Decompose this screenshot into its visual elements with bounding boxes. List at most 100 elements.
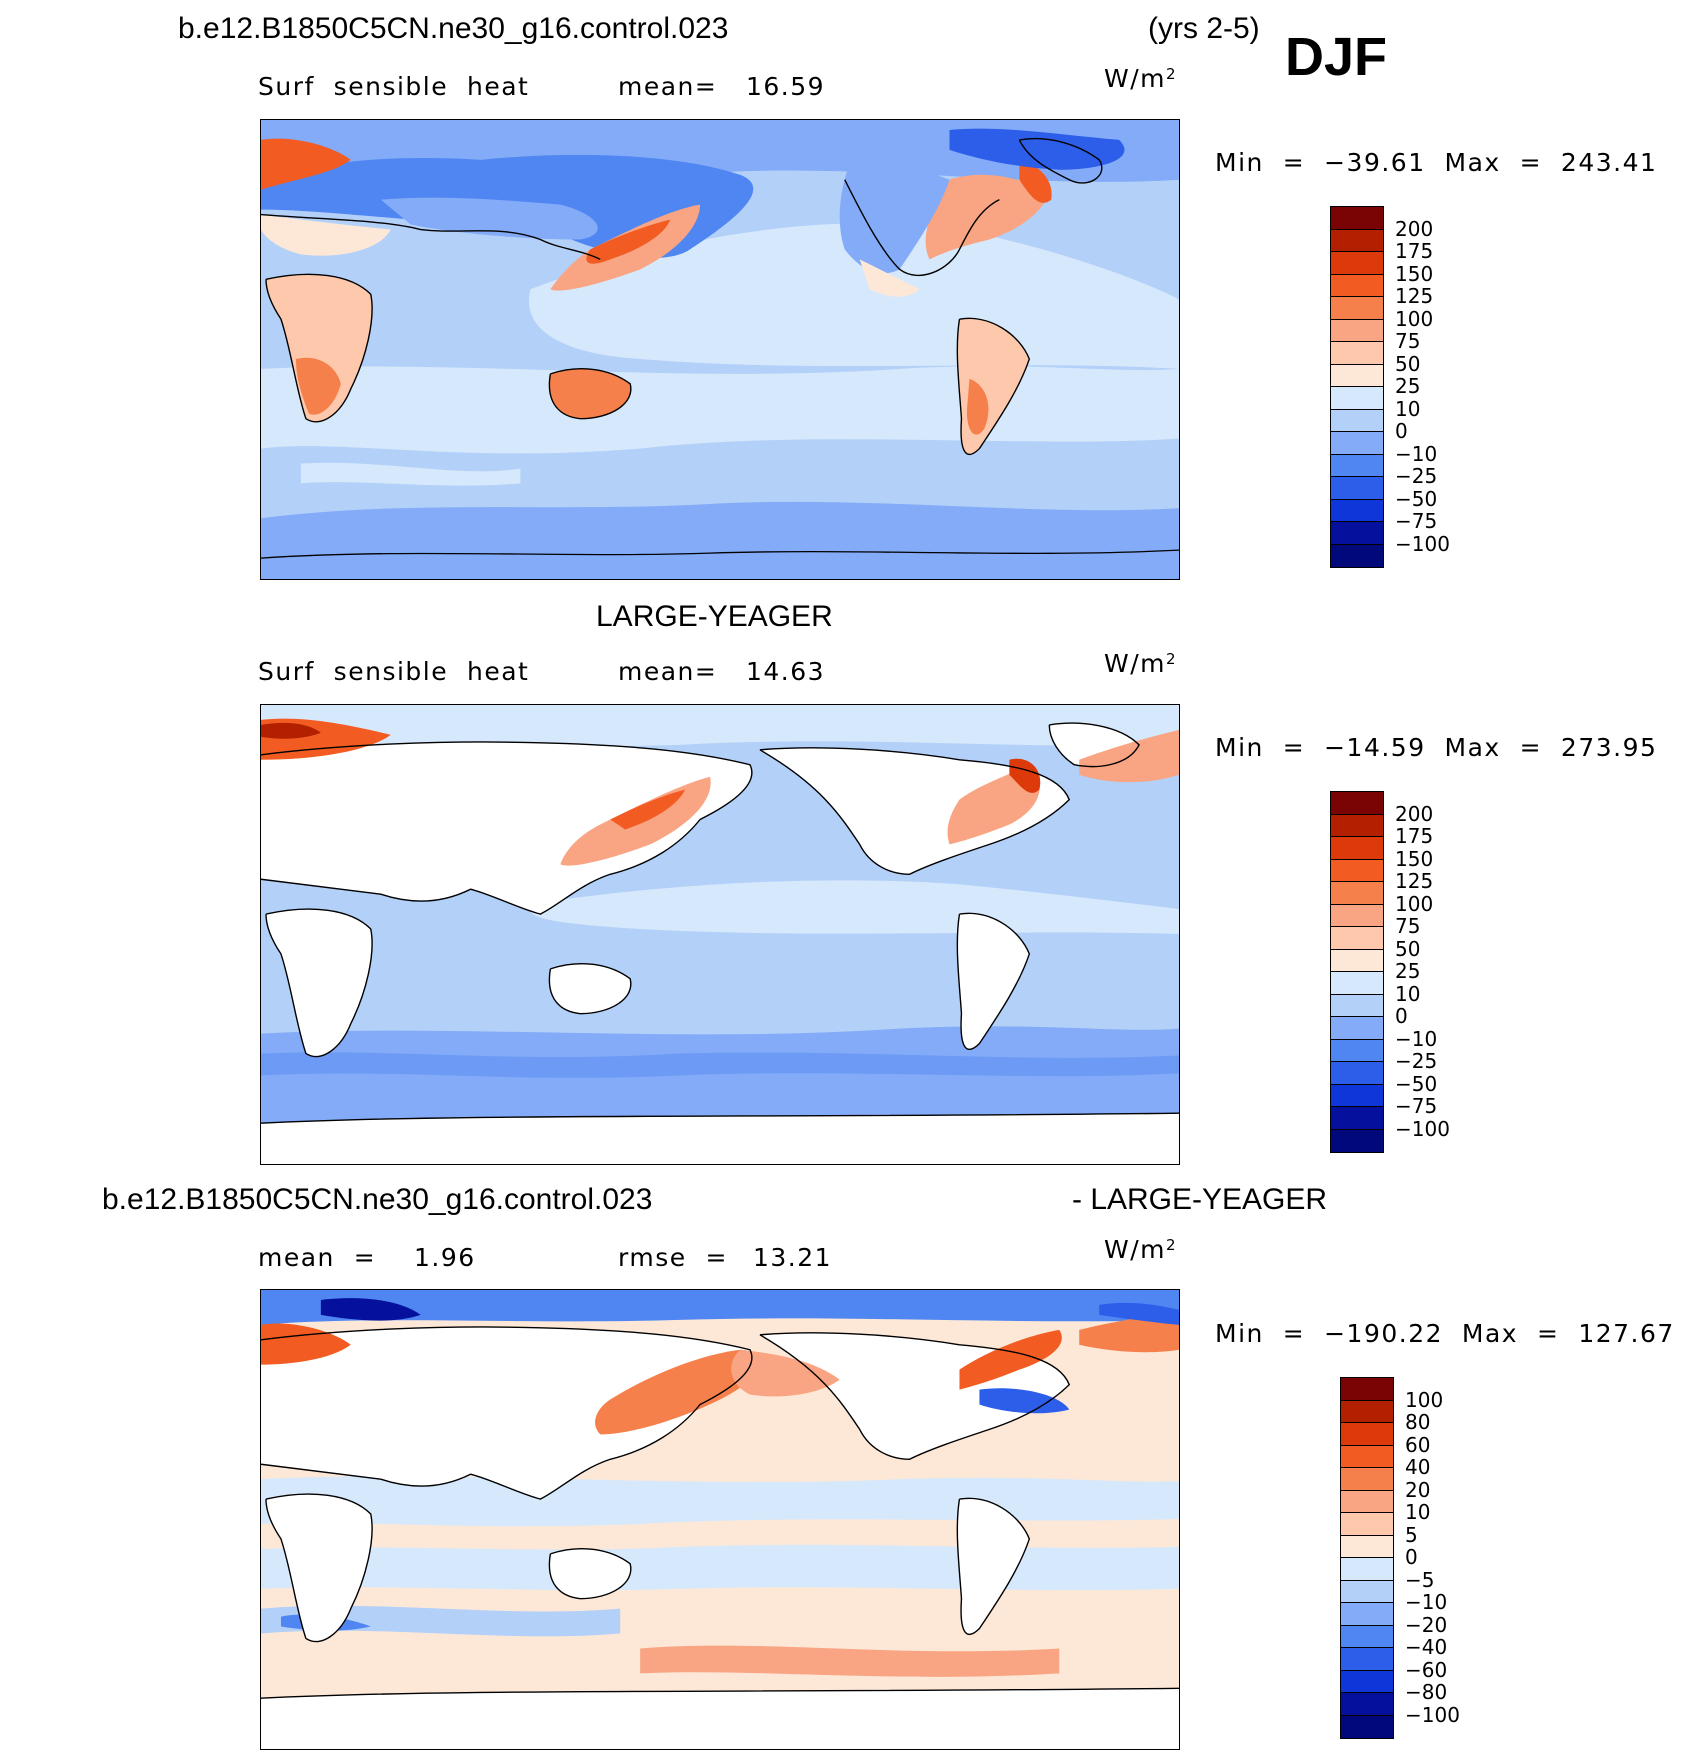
- colorbar-label: 0: [1405, 1545, 1418, 1569]
- colorbar-swatch: [1331, 882, 1383, 905]
- colorbar-label: 150: [1395, 261, 1434, 286]
- panel2-map: [260, 704, 1180, 1165]
- colorbar-label: 200: [1395, 216, 1434, 241]
- panel3-units: W/m2: [1104, 1235, 1178, 1264]
- colorbar-swatch: [1331, 499, 1383, 522]
- colorbar-label: −60: [1405, 1657, 1448, 1682]
- colorbar-swatch: [1341, 1445, 1393, 1468]
- colorbar-label: 25: [1395, 374, 1421, 398]
- case-b-title: LARGE-YEAGER: [596, 600, 833, 633]
- colorbar-swatch: [1331, 837, 1383, 860]
- colorbar-label: −10: [1395, 441, 1438, 466]
- colorbar-swatch: [1331, 477, 1383, 500]
- colorbar-swatch: [1331, 972, 1383, 995]
- colorbar-label: 100: [1405, 1387, 1444, 1412]
- colorbar-swatch: [1331, 207, 1383, 230]
- colorbar-label: 25: [1395, 959, 1421, 983]
- panel3-map-svg: [261, 1290, 1179, 1749]
- colorbar-swatch: [1331, 544, 1383, 567]
- colorbar-label: −10: [1395, 1026, 1438, 1051]
- panel3-map: [260, 1289, 1180, 1750]
- colorbar-label: 100: [1395, 891, 1434, 916]
- colorbar-label: 80: [1405, 1410, 1431, 1434]
- colorbar-label: −100: [1405, 1702, 1460, 1727]
- colorbar-swatch: [1341, 1468, 1393, 1491]
- colorbar-label: 125: [1395, 869, 1434, 893]
- colorbar-swatch: [1341, 1423, 1393, 1446]
- years-label: (yrs 2-5): [1148, 12, 1260, 45]
- colorbar-swatch: [1331, 432, 1383, 455]
- colorbar-swatch: [1331, 859, 1383, 882]
- colorbar-swatch: [1341, 1625, 1393, 1648]
- colorbar-swatch: [1331, 1017, 1383, 1040]
- colorbar-swatch: [1331, 297, 1383, 320]
- colorbar-label: −80: [1405, 1680, 1448, 1704]
- colorbar-swatch: [1331, 792, 1383, 815]
- colorbar-swatch: [1341, 1378, 1393, 1401]
- panel1-mean-value: 16.59: [746, 72, 826, 101]
- panel1-units: W/m2: [1104, 64, 1178, 93]
- panel1-map: [260, 119, 1180, 580]
- colorbar-label: 40: [1405, 1455, 1431, 1479]
- colorbar-swatch: [1341, 1400, 1393, 1423]
- colorbar-swatch: [1331, 927, 1383, 950]
- colorbar-swatch: [1331, 1062, 1383, 1085]
- colorbar-swatch: [1331, 319, 1383, 342]
- colorbar-swatch: [1341, 1603, 1393, 1626]
- colorbar-label: −25: [1395, 464, 1438, 488]
- colorbar-swatch: [1331, 994, 1383, 1017]
- colorbar-label: 150: [1395, 846, 1434, 871]
- colorbar-swatch: [1331, 252, 1383, 275]
- colorbar-swatch: [1341, 1670, 1393, 1693]
- colorbar-swatch: [1331, 1084, 1383, 1107]
- colorbar-label: −75: [1395, 509, 1438, 533]
- case-a-title: b.e12.B1850C5CN.ne30_g16.control.023: [178, 12, 729, 45]
- colorbar-label: 50: [1395, 936, 1421, 961]
- colorbar-label: 10: [1395, 981, 1421, 1006]
- colorbar-swatch: [1331, 1107, 1383, 1130]
- colorbar-label: −10: [1405, 1590, 1448, 1614]
- colorbar-label: −100: [1395, 531, 1450, 556]
- colorbar-swatch: [1331, 1129, 1383, 1152]
- colorbar-label: 5: [1405, 1522, 1418, 1547]
- colorbar-label: −5: [1405, 1567, 1435, 1592]
- colorbar-swatch: [1331, 949, 1383, 972]
- panel3-mean-label: mean =: [258, 1243, 377, 1272]
- colorbar-label: 10: [1405, 1500, 1431, 1524]
- colorbar-label: −75: [1395, 1094, 1438, 1118]
- colorbar-swatch: [1341, 1648, 1393, 1671]
- colorbar-label: 75: [1395, 914, 1421, 938]
- diff-right-title: - LARGE-YEAGER: [1072, 1183, 1328, 1216]
- panel2-map-svg: [261, 705, 1179, 1164]
- colorbar-swatch: [1341, 1490, 1393, 1513]
- panel1-mean-label: mean=: [618, 72, 718, 101]
- panel3-minmax: Min = −190.22 Max = 127.67: [1215, 1319, 1675, 1348]
- colorbar-swatch: [1331, 387, 1383, 410]
- panel1-variable: Surf sensible heat: [258, 72, 530, 101]
- colorbar-label: 100: [1395, 306, 1434, 331]
- colorbar-swatch: [1341, 1715, 1393, 1738]
- colorbar-label: 10: [1395, 396, 1421, 421]
- colorbar-label: 20: [1405, 1477, 1431, 1502]
- panel1-minmax: Min = −39.61 Max = 243.41: [1215, 148, 1658, 177]
- colorbar-swatch: [1331, 814, 1383, 837]
- colorbar-label: 200: [1395, 801, 1434, 826]
- colorbar-label: −20: [1405, 1612, 1448, 1637]
- diff-left-title: b.e12.B1850C5CN.ne30_g16.control.023: [102, 1183, 653, 1216]
- colorbar-label: 75: [1395, 329, 1421, 353]
- colorbar-swatch: [1341, 1693, 1393, 1716]
- panel2-mean-label: mean=: [618, 657, 718, 686]
- colorbar-swatch: [1341, 1513, 1393, 1536]
- colorbar-label: 175: [1395, 239, 1434, 263]
- colorbar-swatch: [1331, 274, 1383, 297]
- colorbar-label: 0: [1395, 419, 1408, 443]
- colorbar-label: −50: [1395, 1071, 1438, 1096]
- colorbar-label: −40: [1405, 1635, 1448, 1659]
- panel2-variable: Surf sensible heat: [258, 657, 530, 686]
- panel2-mean-value: 14.63: [746, 657, 826, 686]
- colorbar-label: 175: [1395, 824, 1434, 848]
- colorbar-label: −25: [1395, 1049, 1438, 1073]
- colorbar-swatch: [1331, 454, 1383, 477]
- panel3-rmse-label: rmse =: [618, 1243, 728, 1272]
- colorbar-swatch: [1331, 904, 1383, 927]
